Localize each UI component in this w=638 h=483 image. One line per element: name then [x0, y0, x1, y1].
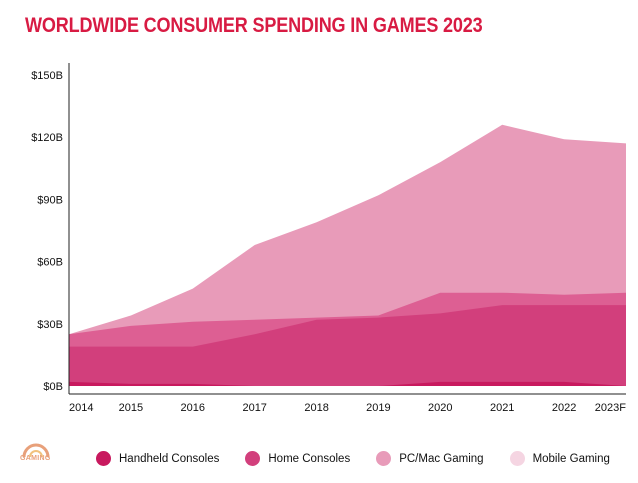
y-tick-label: $30B	[37, 319, 63, 331]
x-tick-label: 2020	[428, 402, 452, 414]
x-tick-label: 2022	[552, 402, 576, 414]
area-series-base-segment	[69, 381, 626, 386]
gaming-logo-icon	[18, 441, 54, 471]
legend-item-handheld: Handheld Consoles	[96, 451, 219, 466]
area-series-handheld-consoles	[69, 305, 626, 386]
legend-item-pc-mac: PC/Mac Gaming	[376, 451, 484, 466]
y-tick-labels: $0B $30B $60B $90B $120B $150B	[31, 70, 63, 393]
x-tick-label: 2023F	[595, 402, 626, 414]
x-tick-label: 2019	[366, 402, 390, 414]
y-tick-label: $90B	[37, 194, 63, 206]
x-tick-label: 2015	[119, 402, 143, 414]
area-chart: $0B$30B$60B$90B$120B$150B 2014 2015 2016 20…	[31, 63, 626, 414]
chart-legend: Handheld Consoles Home Consoles PC/Mac G…	[96, 451, 636, 466]
x-tick-label: 2014	[69, 402, 93, 414]
legend-label: Handheld Consoles	[119, 452, 220, 465]
x-tick-label: 2021	[490, 402, 514, 414]
legend-label: PC/Mac Gaming	[399, 452, 484, 465]
legend-swatch	[509, 451, 525, 466]
y-tick-label: $120B	[31, 132, 63, 144]
x-tick-label: 2018	[304, 402, 328, 414]
legend-swatch	[376, 451, 392, 466]
legend-label: Mobile Gaming	[532, 452, 610, 465]
gaming-logo-text: GAMING	[20, 455, 51, 462]
y-tick-label: $150B	[31, 70, 63, 82]
chart-title: WORLDWIDE CONSUMER SPENDING IN GAMES 202…	[25, 14, 483, 37]
y-tick-label: $60B	[37, 257, 63, 269]
y-tick-label: $0B	[43, 381, 63, 393]
chart-areas	[69, 124, 626, 387]
legend-item-mobile: Mobile Gaming	[509, 451, 610, 466]
legend-label: Home Consoles	[268, 452, 351, 465]
x-tick-label: 2016	[181, 402, 205, 414]
legend-swatch	[96, 451, 111, 466]
legend-item-home-consoles: Home Consoles	[245, 451, 350, 466]
legend-swatch	[245, 451, 261, 466]
x-tick-labels: 2014 2015 2016 2017 2018 2019 2020 2021 2022 2023…	[69, 402, 626, 414]
x-tick-label: 2017	[242, 402, 266, 414]
